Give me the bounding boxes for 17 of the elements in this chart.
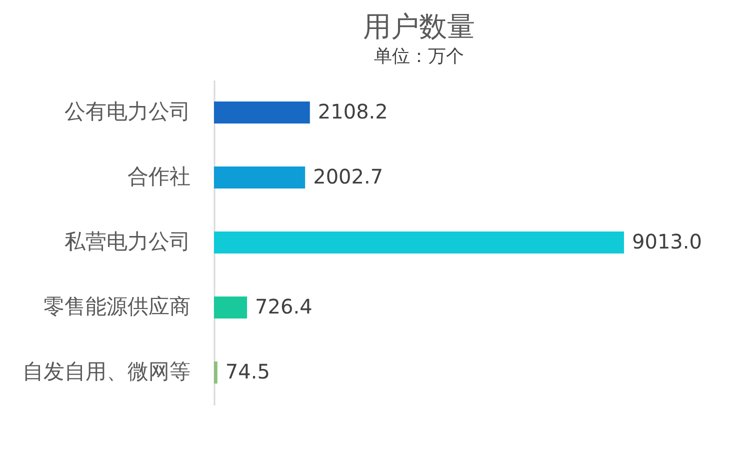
- bar: [214, 296, 248, 319]
- chart-subtitle: 单位：万个: [374, 46, 464, 67]
- bar: [214, 101, 310, 124]
- y-tick-label: 合作社: [128, 164, 190, 188]
- y-tick-label: 零售能源供应商: [44, 294, 190, 318]
- data-label: 2108.2: [318, 100, 388, 124]
- bar: [214, 231, 624, 254]
- data-label: 2002.7: [313, 164, 384, 188]
- y-tick-label: 自发自用、微网等: [22, 360, 190, 384]
- data-label: 9013.0: [632, 230, 702, 254]
- bar: [214, 166, 306, 189]
- chart-title: 用户数量: [363, 10, 475, 43]
- data-label: 74.5: [225, 360, 270, 384]
- bar: [214, 361, 218, 384]
- data-label: 726.4: [255, 294, 312, 318]
- y-tick-label: 私营电力公司: [64, 230, 190, 254]
- y-tick-label: 公有电力公司: [64, 100, 190, 124]
